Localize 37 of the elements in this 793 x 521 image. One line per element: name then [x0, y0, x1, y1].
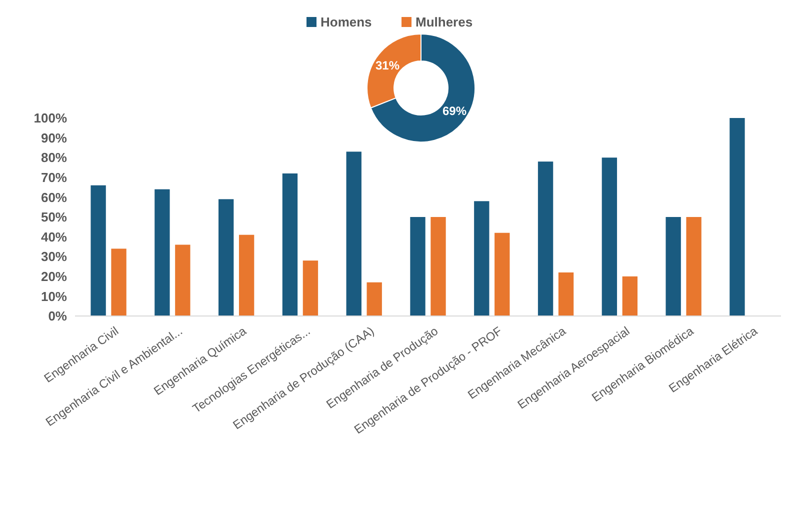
bar	[558, 272, 574, 316]
bar	[90, 185, 106, 316]
bar	[346, 152, 362, 316]
data-label: 69%	[442, 104, 467, 118]
bar	[410, 217, 426, 316]
y-tick-label: 40%	[40, 229, 68, 244]
bar	[474, 201, 490, 316]
bar	[175, 244, 190, 316]
bar	[154, 189, 170, 316]
bar	[366, 282, 382, 316]
bar	[622, 276, 638, 316]
bar	[730, 118, 745, 316]
donut-slice	[370, 34, 476, 142]
y-tick-label: 10%	[40, 288, 68, 304]
bar	[282, 173, 298, 316]
legend-label: Homens	[320, 14, 372, 30]
legend-label: Mulheres	[416, 14, 473, 30]
bar	[602, 158, 618, 316]
y-tick-label: 90%	[40, 130, 68, 146]
y-tick-label: 70%	[40, 170, 68, 185]
bar	[494, 232, 510, 316]
data-label: 31%	[375, 58, 400, 72]
y-tick-label: 60%	[40, 190, 68, 205]
bar	[538, 162, 554, 316]
bar	[686, 217, 702, 316]
bar	[218, 199, 234, 316]
y-tick-label: 0%	[48, 308, 68, 324]
bar	[302, 260, 318, 316]
bar	[111, 248, 126, 316]
bar	[238, 234, 254, 316]
bar	[430, 217, 446, 316]
y-tick-label: 30%	[40, 249, 68, 264]
y-tick-label: 100%	[34, 110, 68, 126]
y-tick-label: 50%	[40, 210, 68, 225]
y-tick-label: 20%	[40, 268, 68, 284]
bar	[666, 217, 681, 316]
y-tick-label: 80%	[40, 150, 68, 166]
